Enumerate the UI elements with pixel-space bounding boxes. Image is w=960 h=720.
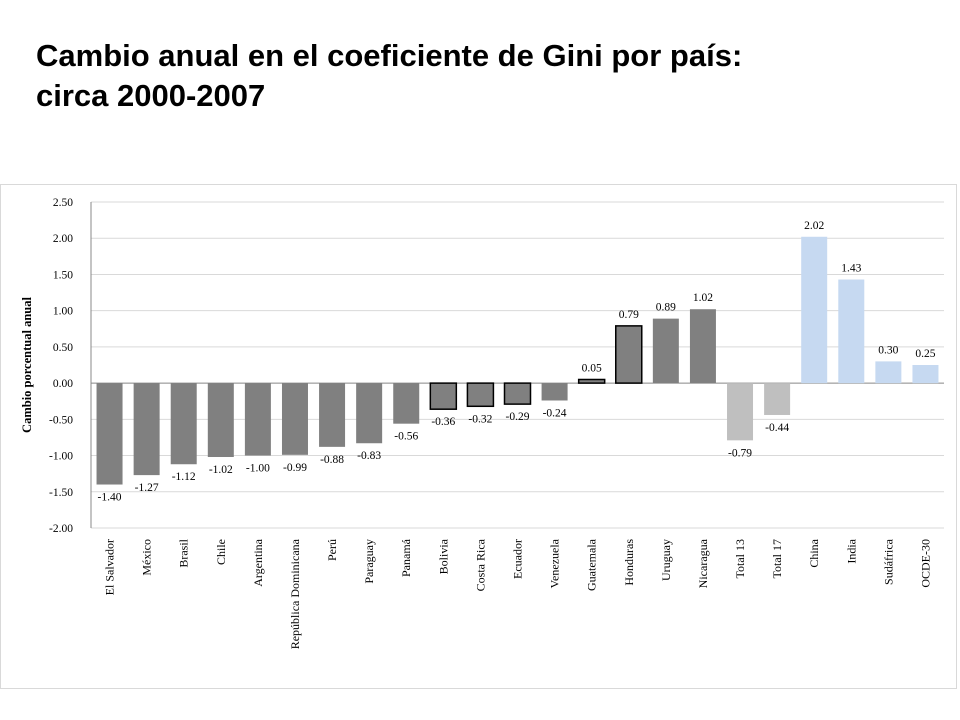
chart-area: 2.50 2.00 1.50 1.00 0.50 0.00 -0.50 -1.00 -1.50 -… xyxy=(0,184,957,689)
x-tick-label: Nicaragua xyxy=(696,538,710,588)
x-tick-label: Ecuador xyxy=(511,539,525,579)
value-label: -0.83 xyxy=(357,450,381,462)
x-tick-label: Argentina xyxy=(251,538,265,586)
value-label: -0.24 xyxy=(543,407,567,419)
value-label: -1.00 xyxy=(246,463,270,475)
bar-0 xyxy=(96,383,123,485)
x-tick-label: Perú xyxy=(325,539,339,561)
bar-3 xyxy=(207,383,234,458)
value-label: 0.30 xyxy=(878,344,898,356)
bar-1 xyxy=(133,383,160,476)
value-label: -0.36 xyxy=(431,416,455,428)
value-label: 2.02 xyxy=(804,220,824,232)
value-label: 0.25 xyxy=(915,348,935,360)
value-label: -0.56 xyxy=(394,431,418,443)
y-tick-label: 2.50 xyxy=(53,197,73,209)
x-tick-label: OCDE-30 xyxy=(918,539,932,588)
bar-12 xyxy=(541,383,568,401)
value-label: 0.05 xyxy=(582,362,602,374)
bar-4 xyxy=(244,383,271,456)
x-tick-label: Panamá xyxy=(399,538,413,577)
bar-14 xyxy=(615,325,643,384)
x-tick-label: Total 17 xyxy=(770,539,784,579)
x-tick-label: República Dominicana xyxy=(288,538,302,649)
value-label: -0.99 xyxy=(283,462,307,474)
value-label: -0.29 xyxy=(506,411,530,423)
bar-19 xyxy=(801,236,828,384)
chart-title: Cambio anual en el coeficiente de Gini p… xyxy=(36,36,936,116)
y-tick-label: 0.50 xyxy=(53,342,73,354)
x-tick-label: India xyxy=(844,538,858,563)
y-tick-label: 1.00 xyxy=(53,306,73,318)
bar-10 xyxy=(466,382,495,408)
value-label: 0.89 xyxy=(656,302,676,314)
bar-13 xyxy=(577,378,606,384)
y-tick-label: -1.00 xyxy=(49,451,73,463)
bar-5 xyxy=(281,383,308,455)
bar-16 xyxy=(689,309,716,384)
value-label: 1.43 xyxy=(841,263,861,275)
value-label: 0.79 xyxy=(619,309,639,321)
x-tick-label: Brasil xyxy=(177,538,191,567)
y-tick-label: -1.50 xyxy=(49,487,73,499)
bar-11 xyxy=(503,382,532,405)
y-tick-label: -2.00 xyxy=(49,523,73,535)
title-line-1: Cambio anual en el coeficiente de Gini p… xyxy=(36,38,743,73)
x-tick-label: Total 13 xyxy=(733,539,747,579)
bar-22 xyxy=(912,365,939,384)
value-label: -0.44 xyxy=(765,422,789,434)
bar-8 xyxy=(393,383,420,424)
value-label: -0.79 xyxy=(728,447,752,459)
y-tick-label: 0.00 xyxy=(53,378,73,390)
title-line-2: circa 2000-2007 xyxy=(36,78,266,113)
x-tick-label: China xyxy=(807,538,821,567)
y-axis-label: Cambio porcentual anual xyxy=(20,297,34,433)
y-axis-ticks: 2.50 2.00 1.50 1.00 0.50 0.00 -0.50 -1.00 -1.50 -… xyxy=(49,197,73,535)
x-tick-label: Bolivia xyxy=(436,538,450,574)
x-tick-label: El Salvador xyxy=(103,539,117,595)
value-label: -1.40 xyxy=(98,492,122,504)
x-tick-label: Sudáfrica xyxy=(881,538,895,585)
value-labels: -1.40 -1.27 -1.12 -1.02 -1.00 -0.99 -0.88 -0.83… xyxy=(98,220,936,504)
x-tick-label: Chile xyxy=(214,539,228,565)
x-tick-label: Uruguay xyxy=(659,539,673,581)
bar-18 xyxy=(764,383,791,415)
x-tick-label: Paraguay xyxy=(362,539,376,584)
bar-21 xyxy=(875,361,902,384)
bar-15 xyxy=(652,318,679,384)
value-label: 1.02 xyxy=(693,292,713,304)
x-tick-label: México xyxy=(140,539,154,576)
bar-2 xyxy=(170,383,197,465)
bar-20 xyxy=(838,279,865,384)
y-tick-label: 1.50 xyxy=(53,269,73,281)
value-label: -1.02 xyxy=(209,464,233,476)
value-label: -0.88 xyxy=(320,454,344,466)
x-tick-label: Honduras xyxy=(622,539,636,586)
y-tick-label: 2.00 xyxy=(53,233,73,245)
x-axis-labels: El Salvador México Brasil Chile Argentina Rep… xyxy=(103,538,933,649)
x-tick-label: Guatemala xyxy=(585,538,599,591)
bars xyxy=(96,236,939,485)
value-label: -1.27 xyxy=(135,482,159,494)
x-tick-label: Venezuela xyxy=(548,538,562,588)
bar-chart: 2.50 2.00 1.50 1.00 0.50 0.00 -0.50 -1.00 -1.50 -… xyxy=(20,197,944,649)
value-label: -1.12 xyxy=(172,471,196,483)
y-tick-label: -0.50 xyxy=(49,414,73,426)
bar-7 xyxy=(356,383,383,444)
value-label: -0.32 xyxy=(468,413,492,425)
x-tick-label: Costa Rica xyxy=(473,538,487,591)
bar-9 xyxy=(429,382,458,410)
bar-17 xyxy=(727,383,754,441)
bar-6 xyxy=(319,383,346,447)
